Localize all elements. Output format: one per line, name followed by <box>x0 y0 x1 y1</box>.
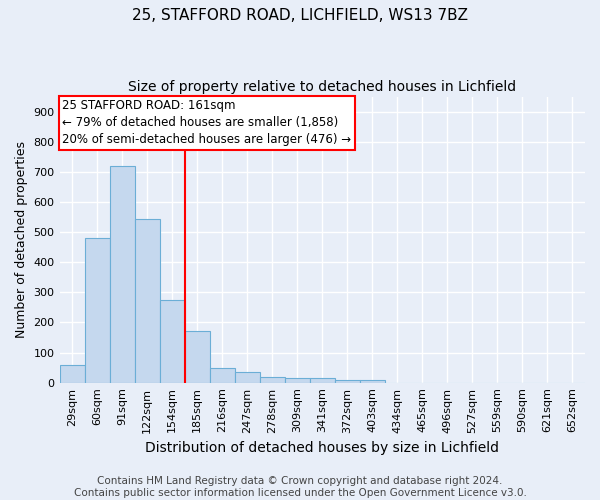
Bar <box>260 376 285 382</box>
Bar <box>285 378 310 382</box>
X-axis label: Distribution of detached houses by size in Lichfield: Distribution of detached houses by size … <box>145 441 499 455</box>
Bar <box>134 218 160 382</box>
Text: 25 STAFFORD ROAD: 161sqm
← 79% of detached houses are smaller (1,858)
20% of sem: 25 STAFFORD ROAD: 161sqm ← 79% of detach… <box>62 100 351 146</box>
Bar <box>335 380 360 382</box>
Bar <box>185 332 209 382</box>
Bar <box>235 372 260 382</box>
Y-axis label: Number of detached properties: Number of detached properties <box>15 141 28 338</box>
Bar <box>160 300 185 382</box>
Bar <box>110 166 134 382</box>
Bar <box>360 380 385 382</box>
Title: Size of property relative to detached houses in Lichfield: Size of property relative to detached ho… <box>128 80 517 94</box>
Bar <box>310 378 335 382</box>
Bar <box>85 238 110 382</box>
Text: Contains HM Land Registry data © Crown copyright and database right 2024.
Contai: Contains HM Land Registry data © Crown c… <box>74 476 526 498</box>
Bar <box>209 368 235 382</box>
Bar <box>59 364 85 382</box>
Text: 25, STAFFORD ROAD, LICHFIELD, WS13 7BZ: 25, STAFFORD ROAD, LICHFIELD, WS13 7BZ <box>132 8 468 22</box>
